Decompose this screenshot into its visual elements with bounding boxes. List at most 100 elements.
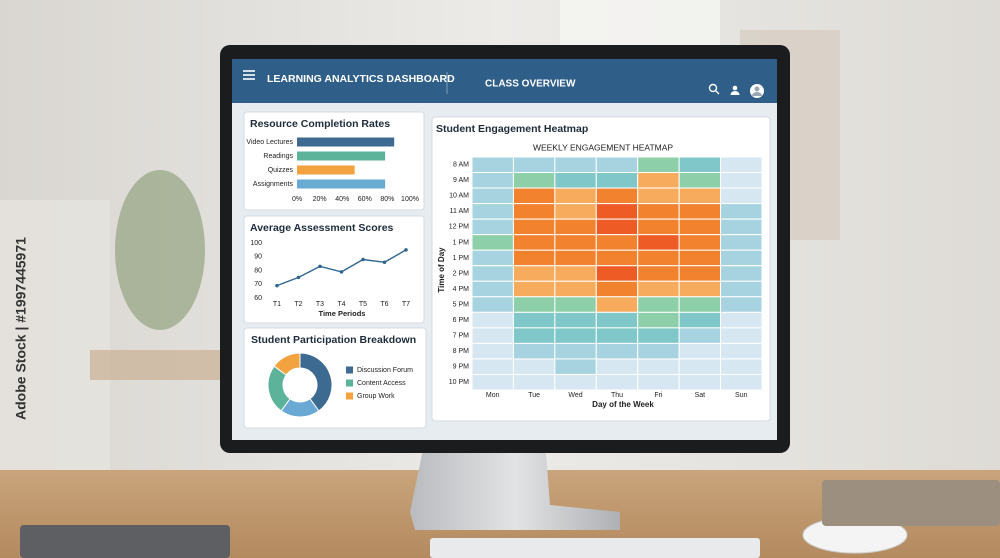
header-bar — [232, 59, 777, 103]
heat-cell — [637, 280, 680, 298]
heat-cell — [720, 203, 763, 220]
bar — [297, 179, 386, 189]
section-title[interactable]: CLASS OVERVIEW — [485, 79, 576, 90]
x-tick-label: 20% — [313, 196, 327, 203]
category-label: Video Lectures — [246, 139, 293, 146]
heat-cell — [720, 280, 763, 298]
heat-cell — [512, 358, 556, 375]
heat-cell — [471, 187, 514, 205]
heat-cell — [512, 234, 556, 251]
row-label: 5 PM — [453, 301, 470, 308]
heat-cell — [554, 172, 597, 189]
x-tick-label: T3 — [316, 301, 324, 308]
menu-icon[interactable] — [243, 70, 255, 80]
row-label: 10 AM — [449, 193, 469, 200]
heat-cell — [595, 358, 639, 375]
plant-blur — [115, 170, 205, 330]
heat-cell — [678, 156, 722, 174]
chart-subtitle: WEEKLY ENGAGEMENT HEATMAP — [533, 142, 673, 152]
heat-cell — [512, 249, 556, 267]
heat-cell — [512, 265, 556, 282]
heat-cell — [637, 342, 680, 360]
x-tick-label: T4 — [337, 301, 345, 308]
heat-cell — [637, 373, 680, 391]
heat-cell — [637, 172, 680, 189]
heat-cell — [554, 187, 597, 205]
row-label: 9 PM — [453, 364, 470, 371]
column-label: Fri — [654, 392, 663, 399]
user-head — [732, 85, 738, 91]
heat-cell — [595, 373, 639, 391]
heat-cell — [554, 203, 597, 220]
heat-cell — [678, 342, 722, 360]
heat-cell — [471, 280, 514, 298]
column-label: Sun — [735, 392, 748, 399]
heat-cell — [512, 172, 556, 189]
heat-cell — [678, 296, 722, 313]
heat-cell — [637, 327, 680, 344]
point — [404, 248, 408, 252]
legend-label: Discussion Forum — [357, 367, 413, 374]
heat-cell — [512, 156, 556, 174]
point — [361, 257, 365, 262]
category-label: Readings — [263, 153, 293, 160]
heat-cell — [637, 187, 680, 205]
heat-cell — [595, 296, 639, 313]
point — [339, 270, 344, 274]
heat-cell — [637, 218, 680, 236]
heat-cell — [595, 172, 639, 189]
heat-cell — [554, 156, 597, 174]
chart-title: Student Engagement Heatmap — [436, 123, 588, 135]
heat-cell — [471, 327, 514, 344]
user-body — [730, 91, 740, 95]
heat-cell — [637, 156, 680, 174]
heat-cell — [512, 327, 556, 344]
keyboard — [430, 538, 760, 558]
y-tick-label: 80 — [254, 267, 262, 274]
heat-cell — [637, 249, 680, 267]
y-tick-label: 70 — [254, 281, 262, 288]
user-icon[interactable] — [730, 85, 740, 95]
avatar-body — [752, 92, 762, 96]
shelf-blur — [90, 350, 230, 380]
search-icon[interactable] — [708, 83, 720, 95]
heat-cell — [471, 172, 514, 189]
legend-swatch — [346, 379, 353, 387]
heat-cell — [720, 327, 763, 344]
heat-cell — [637, 234, 680, 251]
bar — [297, 151, 386, 161]
monitor-stand — [410, 440, 620, 530]
legend-swatch — [346, 392, 353, 400]
x-tick-label: 100% — [401, 196, 419, 203]
heat-cell — [720, 234, 763, 251]
heat-cell — [512, 342, 556, 360]
heat-cell — [637, 203, 680, 220]
point — [275, 283, 279, 288]
heat-cell — [595, 280, 639, 298]
avatar-head — [754, 86, 760, 92]
x-tick-label: T2 — [294, 301, 302, 308]
row-label: 11 AM — [450, 208, 469, 215]
column-label: Sat — [695, 392, 706, 399]
avatar[interactable] — [750, 84, 764, 98]
heat-cell — [595, 234, 639, 251]
bar — [297, 165, 355, 175]
x-tick-label: T7 — [402, 301, 410, 308]
row-label: 8 PM — [453, 348, 470, 355]
heat-cell — [595, 203, 639, 220]
x-tick-label: 0% — [292, 196, 302, 203]
heat-cell — [595, 265, 639, 282]
heat-cell — [512, 296, 556, 313]
x-tick-label: T1 — [273, 301, 281, 308]
heat-cell — [471, 234, 514, 251]
donut-segment — [273, 352, 301, 376]
heat-cell — [554, 265, 597, 282]
x-tick-label: T6 — [380, 301, 388, 308]
heat-cell — [637, 311, 680, 329]
heat-cell — [595, 311, 639, 329]
book — [822, 480, 1000, 526]
row-label: 2 PM — [453, 270, 470, 277]
heat-cell — [512, 280, 556, 298]
chart-title: Average Assessment Scores — [250, 222, 394, 234]
